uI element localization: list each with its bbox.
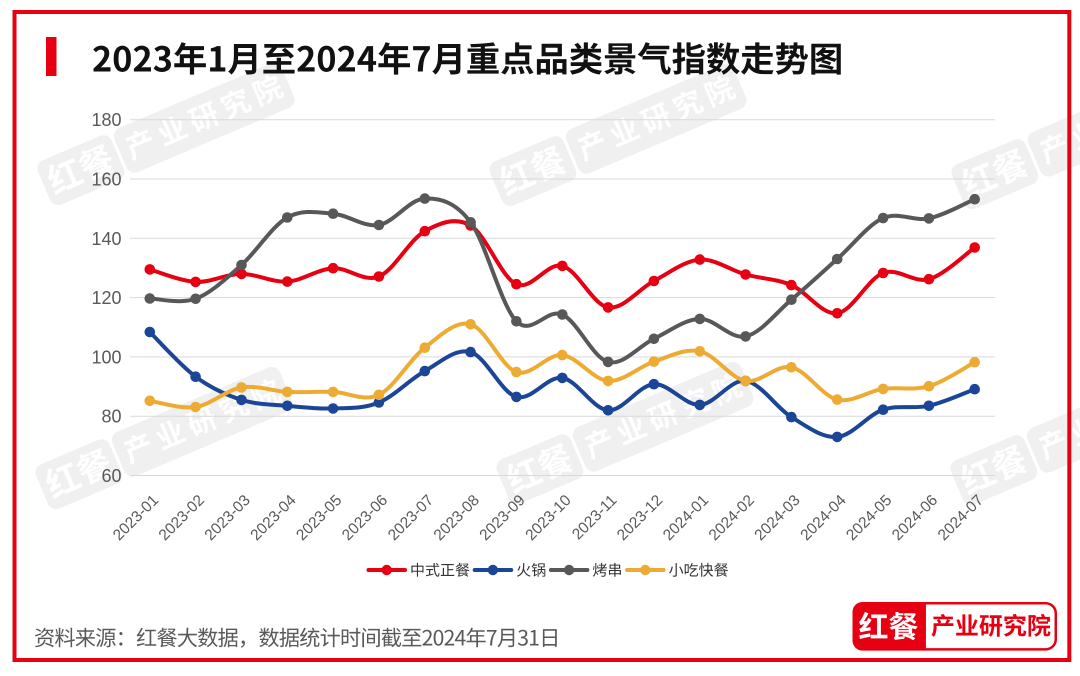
svg-text:180: 180 — [91, 110, 121, 130]
svg-text:120: 120 — [91, 288, 121, 308]
svg-text:80: 80 — [101, 407, 121, 427]
svg-text:140: 140 — [91, 229, 121, 249]
svg-text:60: 60 — [101, 466, 121, 486]
svg-text:100: 100 — [91, 347, 121, 367]
svg-text:160: 160 — [91, 170, 121, 190]
